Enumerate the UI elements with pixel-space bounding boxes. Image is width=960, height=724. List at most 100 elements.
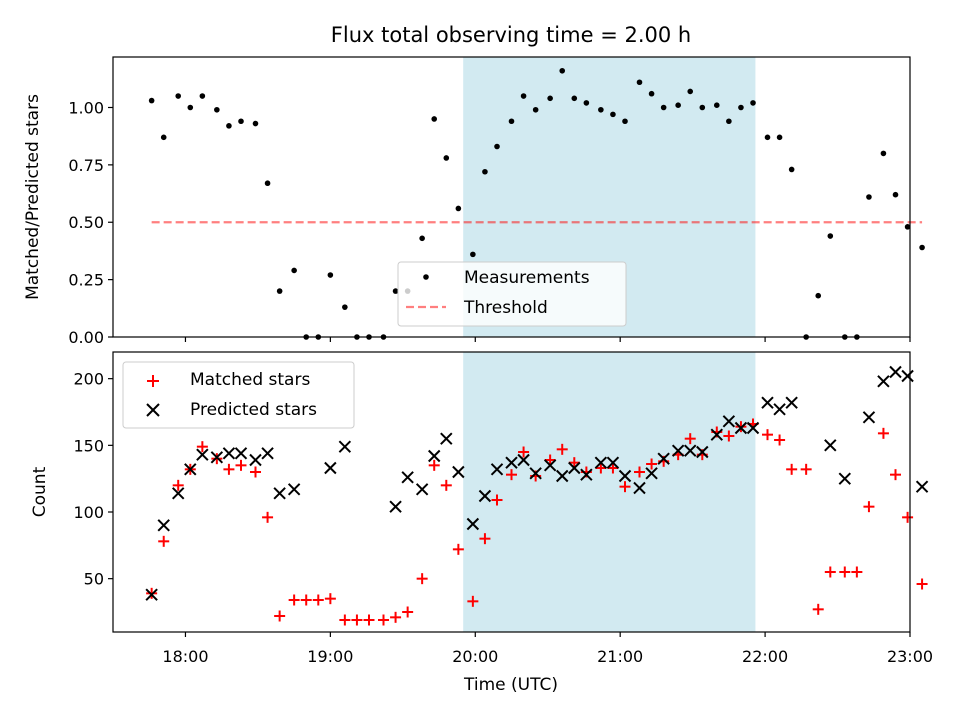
legend-predicted-label: Predicted stars [190, 400, 317, 420]
matched-star-point [262, 511, 274, 523]
measurement-point [264, 180, 271, 187]
measurement-point [291, 267, 297, 274]
matched-star-point [274, 610, 286, 622]
predicted-star-point [838, 472, 851, 485]
measurement-point [750, 100, 756, 106]
measurement-point [187, 104, 194, 111]
bottom-y-axis-label: Count [30, 466, 50, 517]
measurement-point [199, 93, 206, 99]
top-ytick-label: 0.50 [68, 213, 104, 232]
matched-star-point [595, 462, 607, 474]
matched-star-point [890, 469, 902, 481]
measurement-point [610, 111, 616, 118]
matched-star-point [518, 446, 530, 458]
matched-star-point [812, 603, 824, 615]
predicted-star-point [696, 445, 709, 459]
predicted-star-point [478, 489, 492, 503]
top-ytick-label: 0.00 [68, 328, 104, 347]
measurement-point [482, 168, 488, 175]
legend-measurements-label: Measurements [464, 268, 590, 288]
bottom-panel: 50 100 150 200 18:00 19:00 20:00 21:00 22:00 23:0… [30, 351, 933, 695]
predicted-star-point [440, 432, 453, 445]
top-ytick-label: 1.00 [68, 98, 104, 117]
matched-star-point [467, 595, 479, 607]
predicted-star-point [428, 449, 441, 463]
predicted-star-point [261, 447, 274, 460]
predicted-star-point [234, 447, 248, 460]
measurement-point [699, 104, 706, 111]
predicted-star-point [505, 456, 518, 469]
x-axis-label: Time (UTC) [463, 675, 558, 695]
predicted-star-point [210, 451, 224, 464]
measurement-point [788, 166, 795, 173]
measurement-point [815, 292, 822, 299]
count-points [145, 365, 929, 626]
measurement-point [455, 205, 462, 212]
predicted-star-point [324, 461, 337, 475]
measurement-point [431, 116, 438, 122]
xtick-label: 19:00 [307, 647, 353, 666]
predicted-star-point [761, 396, 774, 409]
measurement-point [660, 104, 667, 111]
measurement-point [508, 118, 515, 125]
measurement-point [866, 194, 872, 200]
bot-ytick-label: 150 [73, 436, 104, 455]
matched-star-point [416, 573, 428, 585]
bottom-highlight-span [463, 352, 756, 632]
matched-star-point [452, 543, 464, 555]
measurement-point [238, 118, 244, 125]
measurement-point [713, 102, 720, 108]
predicted-star-point [580, 468, 593, 481]
matched-star-point [158, 535, 170, 547]
matched-star-point [390, 611, 402, 623]
predicted-star-point [773, 403, 786, 416]
predicted-star-point [734, 421, 748, 435]
measurement-point [532, 106, 539, 113]
chart-title: Flux total observing time = 2.00 h [331, 23, 691, 47]
predicted-star-point [746, 421, 760, 435]
measurement-point [470, 251, 476, 258]
predicted-star-point [606, 456, 620, 469]
bottom-legend: Matched stars Predicted stars [122, 361, 355, 429]
predicted-star-point [490, 463, 504, 476]
predicted-star-point [287, 483, 301, 496]
matched-star-point [324, 593, 336, 605]
predicted-star-point [452, 465, 465, 479]
predicted-star-point [671, 444, 685, 457]
matched-star-point [440, 479, 452, 491]
matched-star-point [312, 594, 324, 606]
matched-star-point [223, 463, 235, 475]
matched-star-point [172, 479, 184, 491]
predicted-star-point [401, 471, 414, 484]
bottom-axis-ticks: 50 100 150 200 18:00 19:00 20:00 21:00 22:00 23:0… [73, 370, 933, 666]
measurement-point [276, 288, 283, 294]
measurement-point [252, 120, 259, 127]
bottom-axes-frame [112, 351, 911, 633]
matched-star-point [249, 466, 261, 478]
measurement-point [226, 123, 232, 129]
matched-star-point [568, 457, 580, 469]
legend-matched-label: Matched stars [190, 370, 310, 390]
top-ytick-label: 0.25 [68, 271, 104, 290]
predicted-star-point [389, 500, 402, 513]
predicted-star-point [338, 440, 352, 453]
measurement-point [892, 191, 899, 198]
matched-star-point [916, 578, 928, 590]
predicted-star-point [196, 448, 209, 461]
top-axes-frame [112, 56, 911, 338]
matched-star-point [762, 429, 774, 441]
matched-star-point [723, 430, 735, 442]
matched-star-point [824, 566, 836, 578]
measurement-point [559, 67, 566, 74]
bot-ytick-label: 50 [84, 570, 104, 589]
measurement-point [392, 288, 399, 294]
predicted-star-point [889, 365, 902, 379]
measurement-point [160, 134, 167, 141]
bottom-legend-box [122, 361, 355, 429]
matched-star-point [774, 434, 786, 446]
matched-star-point [377, 614, 389, 626]
predicted-star-point [466, 517, 480, 531]
measurement-points [148, 67, 925, 340]
predicted-star-point [145, 588, 158, 601]
